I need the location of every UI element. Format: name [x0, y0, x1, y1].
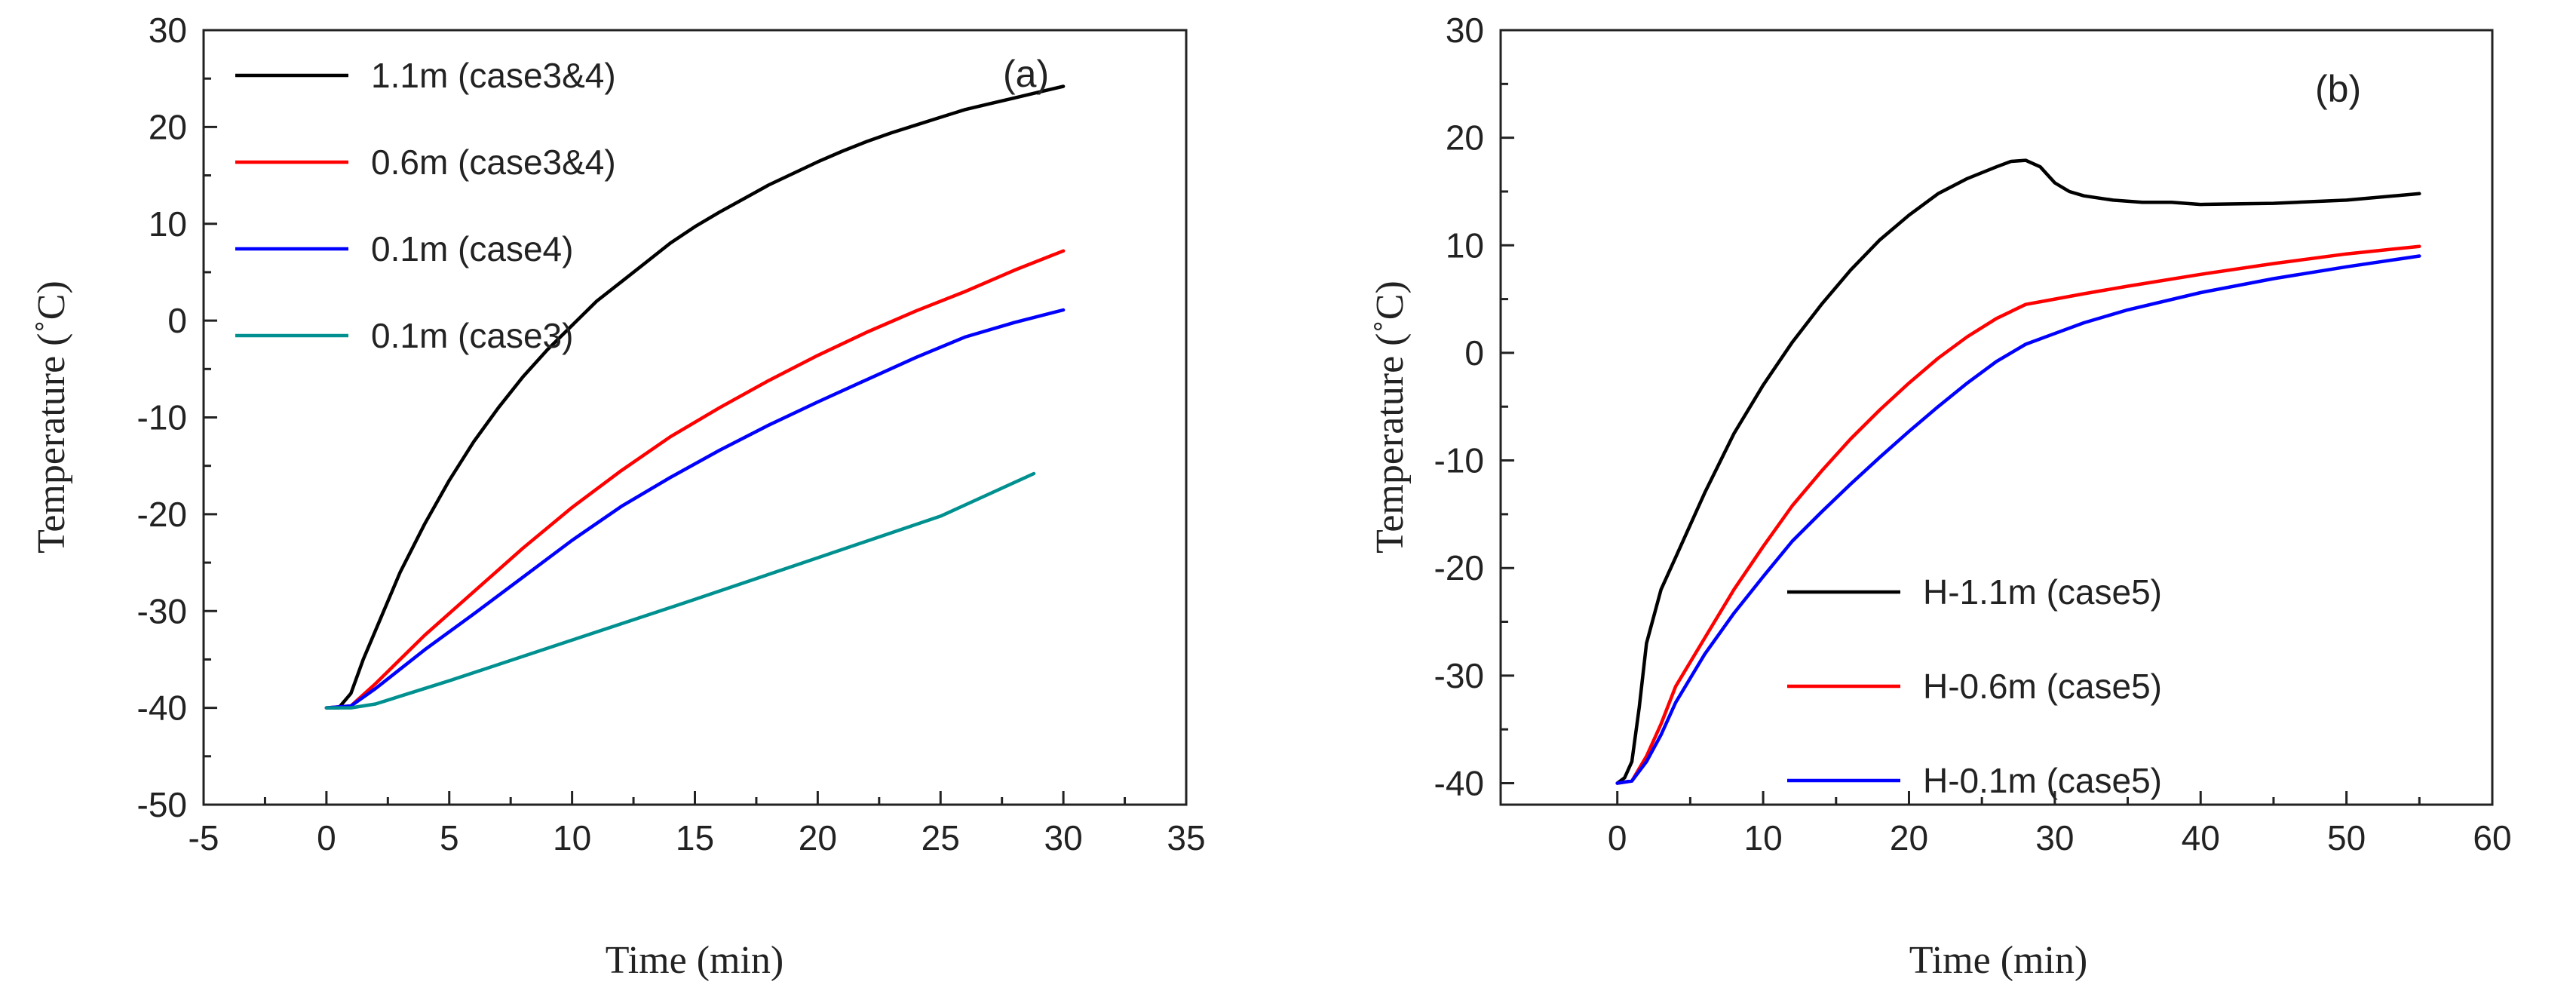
chart-panel-b: 0 10 20 30 40 50 60 -40 -30 -20 -10 0 10 20 30 (b) Tim…: [1369, 11, 2512, 982]
series-line-4: [324, 471, 1036, 710]
y-tick-label: -30: [137, 591, 187, 630]
y-tick-label: 0: [1464, 333, 1484, 373]
legend-a: 1.1m (case3&4) 0.6m (case3&4) 0.1m (case4)…: [235, 56, 616, 355]
panel-label-b: (b): [2315, 68, 2361, 110]
y-tick-label: -20: [137, 495, 187, 534]
y-tick-label: -10: [137, 398, 187, 437]
x-tick-label: 15: [676, 818, 714, 857]
series-line-3: [324, 308, 1066, 710]
y-tick-label: -30: [1434, 656, 1484, 695]
series-line-3: [1615, 254, 2421, 785]
x-tick-label: 5: [440, 818, 459, 857]
series-group-a: [324, 84, 1066, 710]
y-tick-label: 0: [167, 301, 187, 340]
x-tick-label: 30: [2035, 818, 2074, 857]
series-line-2: [324, 249, 1066, 710]
x-tick-label: 10: [553, 818, 591, 857]
legend-label-2: H-0.6m (case5): [1923, 667, 2162, 706]
x-tick-label: 0: [1608, 818, 1627, 857]
x-tick-label: 20: [1890, 818, 1928, 857]
series-line-2: [1615, 244, 2421, 785]
legend-label-3: H-0.1m (case5): [1923, 761, 2162, 800]
x-tick-label: 60: [2473, 818, 2511, 857]
legend-b: H-1.1m (case5) H-0.6m (case5) H-0.1m (case…: [1787, 572, 2162, 800]
y-tick-label: 30: [1446, 11, 1484, 50]
y-tick-label: -20: [1434, 548, 1484, 587]
series-line-1: [1615, 158, 2421, 785]
x-axis-title-b: Time (min): [1909, 939, 2087, 982]
x-tick-label: 35: [1167, 818, 1205, 857]
y-tick-label: 20: [149, 107, 187, 146]
x-tick-label: 25: [922, 818, 960, 857]
y-tick-label: 10: [149, 204, 187, 244]
x-tick-label: 50: [2327, 818, 2366, 857]
legend-label-2: 0.6m (case3&4): [371, 143, 616, 182]
legend-label-3: 0.1m (case4): [371, 229, 573, 268]
x-tick-label: 0: [317, 818, 336, 857]
series-line-1: [324, 84, 1066, 710]
x-axis-title-a: Time (min): [606, 939, 784, 982]
y-tick-label: 10: [1446, 225, 1484, 265]
x-tick-label: -5: [189, 818, 219, 857]
legend-label-1: H-1.1m (case5): [1923, 572, 2162, 612]
legend-label-1: 1.1m (case3&4): [371, 56, 616, 95]
legend-label-4: 0.1m (case3): [371, 316, 573, 355]
y-tick-label: -10: [1434, 441, 1484, 480]
plot-area-b: [1499, 29, 2494, 806]
x-tick-label: 30: [1044, 818, 1083, 857]
panel-label-a: (a): [1003, 53, 1049, 95]
ticks-b: 0 10 20 30 40 50 60 -40 -30 -20 -10 0 10 20 30: [1434, 11, 2512, 857]
y-axis-title-b: Temperature (˚C): [1369, 281, 1412, 554]
y-tick-label: 30: [149, 11, 187, 50]
x-tick-label: 20: [799, 818, 837, 857]
y-tick-label: -50: [137, 785, 187, 824]
series-group-b: [1615, 158, 2421, 785]
x-tick-label: 10: [1744, 818, 1783, 857]
y-tick-label: -40: [1434, 763, 1484, 802]
x-tick-label: 40: [2182, 818, 2220, 857]
y-axis-title-a: Temperature (˚C): [30, 281, 73, 554]
y-tick-label: -40: [137, 689, 187, 728]
y-tick-label: 20: [1446, 118, 1484, 158]
